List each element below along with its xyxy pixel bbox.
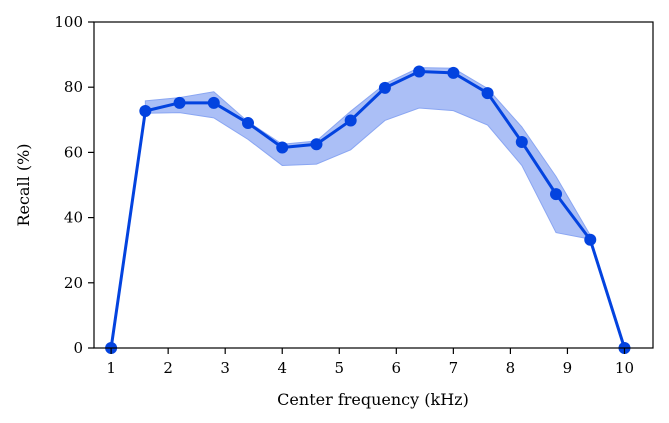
x-tick-label: 3 xyxy=(220,359,230,377)
y-tick-label: 20 xyxy=(64,274,83,292)
y-tick-label: 100 xyxy=(54,13,83,31)
x-axis-ticks: 1 2 3 4 5 6 7 8 9 10 xyxy=(106,348,634,377)
data-point-marker xyxy=(378,81,391,94)
x-tick-label: 5 xyxy=(335,359,345,377)
data-point-marker xyxy=(344,114,357,127)
y-axis-ticks: 0 20 40 60 80 100 xyxy=(54,13,94,357)
data-point-marker xyxy=(515,135,528,148)
data-point-marker xyxy=(276,141,289,154)
y-tick-label: 40 xyxy=(64,209,83,227)
data-point-marker xyxy=(584,233,597,246)
data-point-marker xyxy=(139,105,152,117)
x-tick-label: 2 xyxy=(163,359,173,377)
data-point-marker xyxy=(447,66,460,79)
data-point-marker xyxy=(310,138,323,151)
x-tick-label: 10 xyxy=(615,359,634,377)
x-tick-label: 7 xyxy=(449,359,459,377)
recall-marker-layer xyxy=(105,65,631,354)
data-point-marker xyxy=(550,188,563,201)
x-tick-label: 6 xyxy=(392,359,402,377)
plot-frame xyxy=(93,21,654,349)
recall-variability-band xyxy=(144,67,591,240)
y-axis-label: Recall (%) xyxy=(14,143,33,226)
x-axis-label: Center frequency (kHz) xyxy=(277,390,469,409)
x-tick-label: 1 xyxy=(106,359,116,377)
x-tick-label: 8 xyxy=(506,359,516,377)
data-point-marker xyxy=(481,87,494,100)
recall-series-line xyxy=(109,70,626,349)
y-tick-label: 80 xyxy=(64,78,83,96)
data-point-marker xyxy=(173,96,186,109)
recall-band-layer xyxy=(144,67,591,240)
data-point-marker xyxy=(242,117,255,130)
recall-line-layer xyxy=(109,70,626,349)
x-tick-label: 4 xyxy=(277,359,287,377)
data-point-marker xyxy=(207,96,220,109)
x-tick-label: 9 xyxy=(563,359,573,377)
y-tick-label: 60 xyxy=(64,143,83,161)
data-point-marker xyxy=(413,65,426,78)
y-tick-label: 0 xyxy=(73,339,83,357)
